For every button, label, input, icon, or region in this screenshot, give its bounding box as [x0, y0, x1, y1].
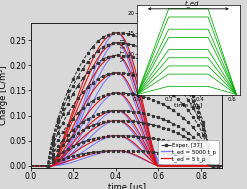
Y-axis label: Charge [C/m²]: Charge [C/m²]: [0, 66, 8, 125]
Y-axis label: V_T [V]: V_T [V]: [120, 38, 126, 61]
X-axis label: time [µs]: time [µs]: [174, 103, 203, 108]
Text: t_ed: t_ed: [184, 0, 199, 7]
Legend: Exper. [37], t_ed = 5000 t_p, t_ed = 5 t_p: Exper. [37], t_ed = 5000 t_p, t_ed = 5 t…: [159, 140, 219, 164]
X-axis label: time [µs]: time [µs]: [108, 183, 145, 189]
